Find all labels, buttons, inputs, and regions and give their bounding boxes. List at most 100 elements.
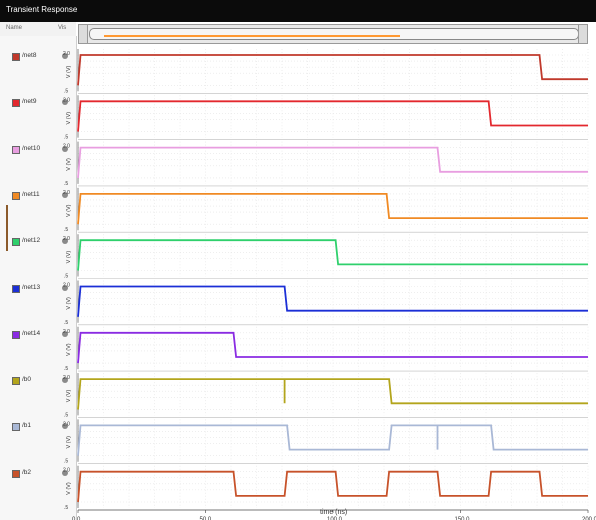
waveform-b0: [77, 378, 588, 410]
signal-row[interactable]: /net11: [0, 189, 76, 203]
y-tick-label: .5: [64, 181, 68, 187]
y-axis-label: V (V): [66, 297, 72, 310]
y-tick-label: .5: [64, 88, 68, 94]
y-tick-label: 2.0: [63, 421, 70, 427]
y-tick-label: .5: [64, 274, 68, 280]
plot-strip: 2.0 .5 V (V): [63, 465, 589, 511]
signal-color-swatch: [12, 469, 20, 478]
y-axis-label: V (V): [66, 112, 72, 125]
signal-name: /net9: [22, 98, 37, 106]
y-tick-label: .5: [64, 320, 68, 326]
y-tick-label: .5: [64, 227, 68, 233]
visibility-toggle-icon[interactable]: [62, 377, 68, 384]
signal-row[interactable]: /net10: [0, 143, 76, 157]
signal-row[interactable]: /net12: [0, 235, 76, 249]
plot-strip: 2.0 .5 V (V): [63, 419, 589, 465]
y-tick-label: .5: [64, 135, 68, 141]
x-axis-title: time (ns): [320, 509, 348, 516]
y-axis-label: V (V): [66, 204, 72, 217]
name-column-header[interactable]: Name: [6, 25, 23, 31]
visibility-toggle-icon[interactable]: [62, 469, 68, 476]
y-tick-label: 2.0: [63, 329, 70, 335]
x-tick-label: 200.0: [582, 517, 596, 520]
y-tick-label: .5: [64, 505, 68, 511]
signal-name: /b1: [22, 422, 32, 430]
y-axis-label: V (V): [66, 158, 72, 171]
waveform-net13: [77, 285, 588, 317]
x-tick-label: 100.0: [327, 517, 343, 520]
signal-name: /b0: [22, 376, 32, 384]
scroll-left-arrow-icon[interactable]: [79, 25, 88, 43]
y-axis-label: V (V): [66, 343, 72, 356]
y-axis-label: V (V): [66, 436, 72, 449]
waveform-net9: [77, 100, 588, 132]
visibility-toggle-icon[interactable]: [62, 99, 68, 106]
scroll-right-arrow-icon[interactable]: [578, 25, 587, 43]
signal-name: /net14: [22, 329, 41, 337]
y-tick-label: 2.0: [63, 283, 70, 289]
y-tick-label: 2.0: [63, 51, 70, 57]
plot-strip: 2.0 .5 V (V): [63, 373, 589, 418]
y-tick-label: 2.0: [63, 97, 70, 103]
overview-trace: [104, 35, 400, 37]
waveform-net14: [77, 331, 588, 364]
plot-strip: 2.0 .5 V (V): [63, 141, 589, 187]
y-axis-label: V (V): [66, 65, 72, 78]
y-tick-label: 2.0: [63, 375, 70, 381]
visibility-toggle-icon[interactable]: [62, 238, 68, 245]
window-title: Transient Response: [6, 5, 78, 14]
signal-color-swatch: [12, 330, 20, 339]
plot-strip: 2.0 .5 V (V): [63, 187, 589, 233]
time-scrollbar[interactable]: [78, 24, 588, 44]
y-tick-label: 2.0: [63, 190, 70, 196]
signal-name: /net10: [22, 144, 41, 152]
signal-name: /net13: [22, 283, 41, 291]
title-bar: Transient Response: [0, 0, 596, 22]
signal-color-swatch: [12, 53, 20, 61]
signal-name: /net8: [22, 52, 37, 59]
x-tick-label: 0.0: [72, 517, 81, 520]
vis-column-header[interactable]: Vis: [58, 25, 67, 31]
signal-row[interactable]: /net9: [0, 96, 76, 110]
y-tick-label: 2.0: [63, 236, 70, 242]
x-tick-label: 150.0: [455, 517, 471, 520]
visibility-toggle-icon[interactable]: [62, 191, 68, 198]
signal-row[interactable]: /net8: [0, 50, 76, 64]
plot-strip: 2.0 .5 V (V): [63, 95, 589, 141]
visibility-toggle-icon[interactable]: [62, 330, 68, 337]
signal-name: /b2: [22, 468, 32, 476]
signal-name: /net12: [22, 237, 41, 245]
y-tick-label: 2.0: [63, 144, 70, 150]
signal-color-swatch: [12, 238, 20, 247]
y-axis-label: V (V): [66, 390, 72, 403]
plot-strip: 2.0 .5 V (V): [63, 234, 589, 280]
visibility-toggle-icon[interactable]: [62, 284, 68, 291]
signal-color-swatch: [12, 191, 20, 200]
signal-color-swatch: [12, 284, 20, 293]
plot-strip: 2.0 .5 V (V): [63, 49, 589, 94]
signal-name: /net11: [22, 190, 40, 198]
waveform-b1: [77, 424, 588, 456]
visibility-toggle-icon[interactable]: [62, 423, 68, 430]
visibility-toggle-icon[interactable]: [62, 145, 68, 152]
waveform-net8: [77, 54, 588, 86]
signal-list: /net8/net9/net10/net11/net12/net13/net14…: [0, 36, 77, 520]
signal-row[interactable]: /b1: [0, 420, 76, 434]
plot-strip: 2.0 .5 V (V): [63, 326, 589, 372]
y-axis-label: V (V): [66, 251, 72, 264]
visibility-toggle-icon[interactable]: [62, 53, 68, 59]
x-tick-label: 50.0: [200, 517, 212, 520]
plot-strip: 2.0 .5 V (V): [63, 280, 589, 326]
signal-color-swatch: [12, 423, 20, 432]
signal-row[interactable]: /b0: [0, 374, 76, 388]
signal-row[interactable]: /net14: [0, 328, 76, 342]
waveform-net12: [77, 239, 588, 271]
y-tick-label: 2.0: [63, 468, 70, 474]
waveform-b2: [77, 470, 588, 503]
signal-row[interactable]: /b2: [0, 467, 76, 481]
signal-row[interactable]: /net13: [0, 282, 76, 296]
waveform-net11: [77, 192, 588, 225]
y-axis-label: V (V): [66, 482, 72, 495]
y-tick-label: .5: [64, 412, 68, 418]
